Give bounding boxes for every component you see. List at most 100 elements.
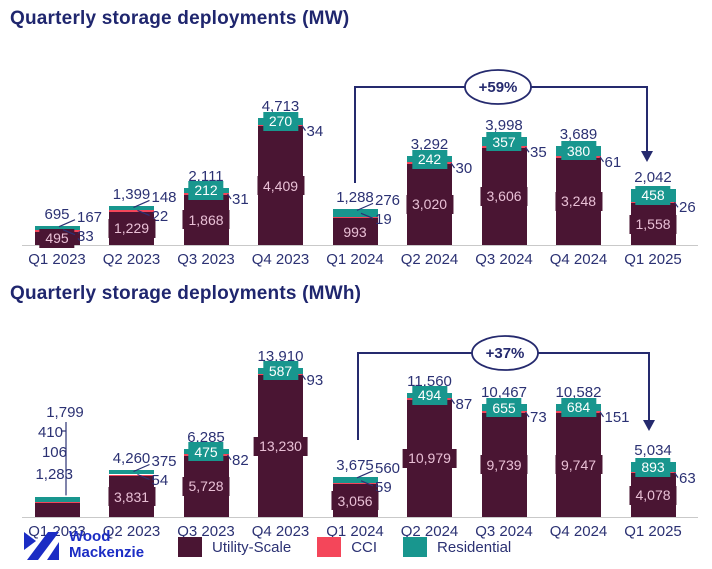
mw-chart-plot: Q1 2023 695 167 33 495 Q2 2023 1,399 148 22 1,229… xyxy=(0,40,712,276)
wood-mackenzie-logo: Wood Mackenzie xyxy=(24,529,144,561)
bar-segment-residential-q1-2024 xyxy=(332,209,378,217)
cci-label-q1-2023: 33 xyxy=(77,227,94,245)
bar-segment-residential-q2-2023 xyxy=(109,470,154,475)
cci-label-q2-2024: 30 xyxy=(455,160,473,177)
cci-label-q1-2023: 106 xyxy=(41,444,67,461)
residential-label-q1-2024: 560 xyxy=(375,459,401,477)
wood-mackenzie-logo-icon xyxy=(24,532,59,560)
footer: Wood Mackenzie Utility-Scale CCI Residen… xyxy=(0,526,712,569)
bar-segment-residential-q2-2023 xyxy=(109,206,154,211)
residential-label-q4-2023: 587 xyxy=(262,361,299,381)
utility-label-q1-2023: 495 xyxy=(39,228,75,248)
utility-label-q4-2024: 9,747 xyxy=(554,455,603,475)
cci-label-q3-2023: 31 xyxy=(232,191,249,208)
growth-arrowhead xyxy=(641,151,653,162)
residential-label-q3-2024: 655 xyxy=(486,398,522,418)
utility-label-q1-2024: 993 xyxy=(337,222,373,242)
growth-badge xyxy=(464,69,532,105)
cci-label-q2-2023: 22 xyxy=(151,208,169,226)
total-label-q1-2024: 3,675 xyxy=(336,456,374,474)
x-axis-label-q3-2024: Q3 2024 xyxy=(475,251,533,268)
chart-annotation-overlay: +37% xyxy=(61,335,679,496)
chart-title-mwh: Quarterly storage deployments (MWh) xyxy=(10,283,362,304)
residential-label-q4-2023: 270 xyxy=(262,111,299,131)
total-label-q1-2024: 1,288 xyxy=(336,189,374,207)
total-label-q4-2024: 3,689 xyxy=(559,125,598,143)
legend-swatch-utility-scale xyxy=(178,537,202,557)
residential-label-q2-2023: 375 xyxy=(151,453,177,471)
x-axis-label-q1-2024: Q1 2024 xyxy=(326,251,384,268)
total-label-q3-2023: 6,285 xyxy=(187,429,225,447)
residential-label-q4-2024: 380 xyxy=(560,141,597,161)
mwh-chart-plot: Q1 2023 1,799 410 106 1,283 Q2 2023 4,260 375 54… xyxy=(0,318,712,554)
utility-label-q3-2023: 1,868 xyxy=(182,210,230,230)
residential-label-q2-2023: 148 xyxy=(151,189,177,207)
cci-label-q3-2024: 73 xyxy=(530,409,547,427)
utility-label-q1-2025: 4,078 xyxy=(629,485,677,505)
cci-label-q1-2025: 26 xyxy=(679,199,696,217)
cci-label-q4-2024: 151 xyxy=(604,408,630,426)
bar-segment-residential-q1-2023 xyxy=(34,497,80,502)
growth-percwhile-label: +37% xyxy=(486,345,525,362)
x-axis-label-q2-2024: Q2 2024 xyxy=(400,523,459,540)
utility-label-q2-2023: 3,831 xyxy=(107,487,156,506)
chart-legend: Utility-Scale CCI Residential xyxy=(178,537,537,557)
cci-label-q1-2025: 63 xyxy=(679,469,696,487)
utility-label-q4-2023: 4,409 xyxy=(256,176,305,196)
residential-label-q3-2023: 475 xyxy=(188,442,224,462)
utility-label-q1-2025: 1,558 xyxy=(629,214,677,234)
utility-label-q4-2024: 3,248 xyxy=(554,191,603,211)
legend-label-utility-scale: Utility-Scale xyxy=(212,538,292,556)
logo-line-1: Wood xyxy=(69,528,111,545)
utility-label-q1-2024: 3,056 xyxy=(331,491,379,511)
x-axis-label-q2-2024: Q2 2024 xyxy=(400,251,459,268)
x-axis-label-q4-2024: Q4 2024 xyxy=(549,251,608,268)
x-axis-line xyxy=(22,517,698,518)
utility-label-q2-2024: 10,979 xyxy=(402,448,457,468)
total-label-q1-2023: 1,799 xyxy=(46,404,84,421)
bar-segment-utility-q1-2023 xyxy=(34,503,80,517)
x-axis-label-q3-2023: Q3 2023 xyxy=(177,251,235,268)
logo-line-2: Mackenzie xyxy=(69,544,145,561)
cci-label-q1-2024: 19 xyxy=(375,211,392,229)
residential-label-q1-2025: 458 xyxy=(635,185,671,205)
legend-label-cci: CCI xyxy=(351,538,378,556)
legend-item-residential: Residential xyxy=(403,537,511,557)
total-label-q2-2023: 4,260 xyxy=(112,450,151,468)
residential-label-q2-2024: 242 xyxy=(411,149,448,169)
x-axis-label-q2-2023: Q2 2023 xyxy=(102,523,161,540)
cci-label-q4-2024: 61 xyxy=(604,153,622,171)
utility-label-q4-2023: 13,230 xyxy=(253,436,308,456)
utility-label-q2-2024: 3,020 xyxy=(405,194,454,214)
cci-label-q2-2023: 54 xyxy=(151,472,169,490)
bar-segment-cci-q1-2023 xyxy=(34,501,80,504)
x-axis-label-q1-2023: Q1 2023 xyxy=(28,523,86,540)
legend-item-cci: CCI xyxy=(317,537,377,557)
x-axis-label-q1-2025: Q1 2025 xyxy=(624,251,682,268)
utility-label-q3-2023: 5,728 xyxy=(182,476,230,496)
cci-label-q4-2023: 34 xyxy=(306,122,324,140)
residential-label-q3-2023: 212 xyxy=(188,180,224,200)
utility-label-q3-2024: 3,606 xyxy=(480,186,528,206)
utility-label-q3-2024: 9,739 xyxy=(480,455,528,475)
x-axis-label-q2-2023: Q2 2023 xyxy=(102,251,161,268)
total-label-q1-2025: 5,034 xyxy=(634,442,672,460)
x-axis-label-q4-2024: Q4 2024 xyxy=(549,523,608,540)
x-axis-label-q1-2025: Q1 2025 xyxy=(624,523,682,540)
growth-percwhile-label: +59% xyxy=(479,79,518,96)
utility-label-q1-2023: 1,283 xyxy=(35,466,73,483)
bar-segment-residential-q1-2024 xyxy=(332,476,378,483)
residential-label-q1-2023: 410 xyxy=(37,424,63,441)
total-label-q1-2025: 2,042 xyxy=(634,169,672,187)
legend-swatch-cci xyxy=(317,537,342,557)
x-axis-line xyxy=(22,245,698,246)
cci-label-q3-2023: 82 xyxy=(232,451,249,469)
cci-label-q3-2024: 35 xyxy=(530,144,547,162)
wood-mackenzie-logo-text: Wood Mackenzie xyxy=(69,529,144,561)
legend-item-utility-scale: Utility-Scale xyxy=(178,537,291,557)
cci-label-q1-2024: 59 xyxy=(375,478,392,496)
x-axis-label-q3-2024: Q3 2024 xyxy=(475,523,533,540)
x-axis-label-q1-2023: Q1 2023 xyxy=(28,251,86,268)
total-label-q2-2023: 1,399 xyxy=(112,186,151,204)
total-label-q4-2023: 4,713 xyxy=(261,97,300,115)
